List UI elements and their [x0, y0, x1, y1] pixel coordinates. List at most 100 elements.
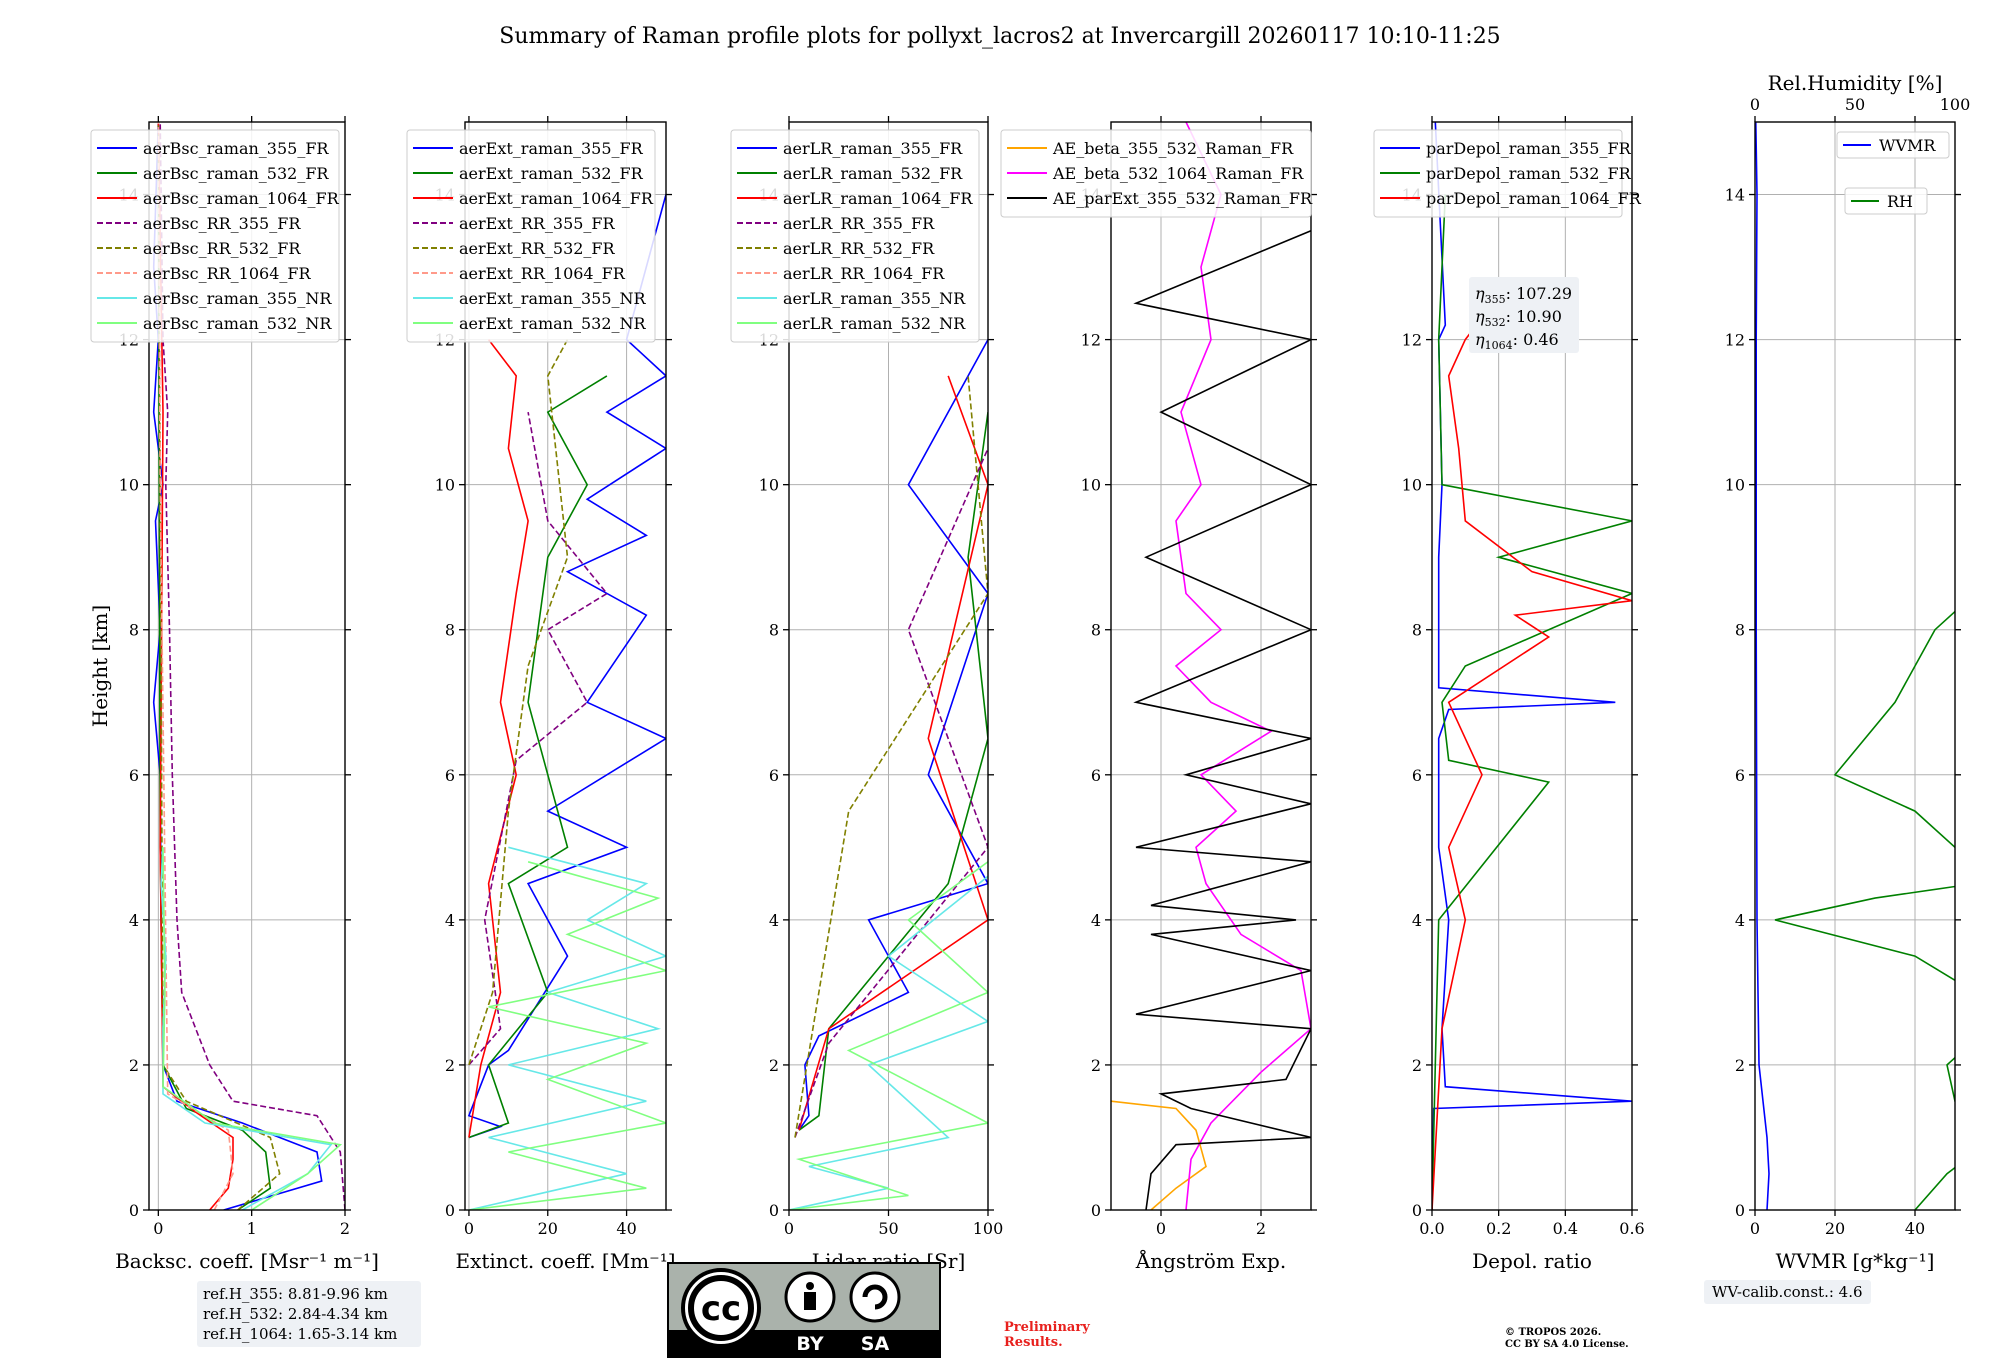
series-line-wvmr: [1755, 122, 1770, 1210]
legend-box: [1000, 129, 1312, 218]
legend-label: AE_parExt_355_532_Raman_FR: [1052, 189, 1313, 208]
legend-label: aerLR_raman_1064_FR: [783, 189, 973, 208]
legend-label: aerBsc_RR_532_FR: [143, 239, 301, 258]
y-tick-label: 6: [1412, 766, 1422, 785]
legend-box: [1844, 187, 1928, 215]
legend-label: AE_beta_532_1064_Raman_FR: [1052, 164, 1304, 183]
x-tick-label: 2: [1256, 1219, 1266, 1238]
series-line-aerbsc-raman-532-nr: [162, 847, 343, 1210]
x-axis-label: Backsc. coeff. [Msr⁻¹ m⁻¹]: [115, 1249, 379, 1273]
eta-annotation-532: η532: 10.90: [1475, 307, 1562, 329]
legend-box: [90, 129, 340, 343]
top-x-tick-label: 0: [1750, 95, 1760, 114]
legend-label: AE_beta_355_532_Raman_FR: [1052, 139, 1294, 158]
axes-frame: [1110, 121, 1312, 1211]
y-tick-label: 6: [769, 766, 779, 785]
x-tick-label: 0.0: [1419, 1219, 1444, 1238]
series-line-aerbsc-raman-532-fr: [157, 122, 272, 1210]
x-tick-label: 2: [340, 1219, 350, 1238]
cc-inner-ring: [688, 1275, 754, 1341]
y-tick-label: 2: [1091, 1056, 1101, 1075]
legend-box: [1836, 131, 1950, 159]
x-axis-label: Extinct. coeff. [Mm⁻¹]: [455, 1249, 675, 1273]
share-alike-arrow-shape: [862, 1284, 888, 1310]
legend: aerLR_raman_355_FR aerLR_raman_532_FR aerL…: [730, 129, 980, 343]
panel-depolarization: 0.00.20.40.602468101214Depol. ratioparDe…: [1373, 116, 1645, 1273]
y-tick-label: 4: [1412, 911, 1422, 930]
x-tick-label: 20: [538, 1219, 558, 1238]
series-line-pardepol-raman-1064-fr: [1432, 295, 1632, 1210]
x-axis-label: WVMR [g*kg⁻¹]: [1776, 1249, 1935, 1273]
x-tick-label: 100: [973, 1219, 1004, 1238]
cc-license-badge: cc BY SA: [667, 1262, 941, 1358]
y-tick-label: 10: [1725, 476, 1745, 495]
cc-sa-label: SA: [861, 1333, 890, 1355]
series-line-aerext-raman-532-fr: [468, 375, 608, 1139]
legend-label: aerLR_raman_355_NR: [783, 289, 966, 308]
preliminary-line-2: Results.: [1004, 1335, 1063, 1350]
y-tick-label: 8: [1735, 621, 1745, 640]
x-tick-label: 0.2: [1486, 1219, 1511, 1238]
y-tick-label: 12: [1081, 331, 1101, 350]
legend-label: aerBsc_RR_355_FR: [143, 214, 301, 233]
eta-annotation-1064: η1064: 0.46: [1475, 330, 1559, 352]
x-tick-label: 0: [153, 1219, 163, 1238]
top-x-axis-label: Rel.Humidity [%]: [1768, 71, 1943, 95]
legend: aerExt_raman_355_FR aerExt_raman_532_FRae…: [406, 129, 656, 343]
series-line-aerbsc-rr-355-fr: [159, 122, 345, 1210]
legend-box: [730, 129, 980, 343]
y-tick-label: 4: [769, 911, 779, 930]
legend-label: aerBsc_raman_355_NR: [143, 289, 332, 308]
x-axis-label: Depol. ratio: [1472, 1249, 1592, 1273]
y-tick-label: 0: [445, 1201, 455, 1220]
panel-backscatter: 01202468101214Backsc. coeff. [Msr⁻¹ m⁻¹]…: [88, 116, 379, 1273]
cc-badge-graphic: cc BY SA: [669, 1264, 939, 1356]
legend-label: aerLR_raman_532_FR: [783, 164, 963, 183]
legend-label: aerBsc_RR_1064_FR: [143, 264, 312, 283]
series-line-aerbsc-raman-355-nr: [160, 847, 333, 1210]
legend-label: aerExt_RR_532_FR: [459, 239, 616, 258]
series-line-ae-beta-355-532-raman-fr: [1111, 1100, 1207, 1210]
legend-label: aerLR_RR_1064_FR: [783, 264, 945, 283]
x-tick-label: 20: [1825, 1219, 1845, 1238]
x-tick-label: 40: [1905, 1219, 1925, 1238]
copyright-note: © TROPOS 2026. CC BY SA 4.0 License.: [1505, 1327, 1629, 1351]
series-line-aerbsc-raman-1064-fr: [157, 122, 234, 1210]
cc-logo-text: cc: [701, 1289, 741, 1329]
top-x-tick-label: 100: [1940, 95, 1971, 114]
panel-angstrom: 0202468101214Ångström Exp.AE_beta_355_53…: [1000, 116, 1317, 1273]
series-line-aerext-raman-532-nr: [468, 861, 666, 1210]
legend: WVMR RH: [1836, 131, 1950, 215]
y-tick-label: 4: [129, 911, 139, 930]
legend-label: aerBsc_raman_355_FR: [143, 139, 329, 158]
y-tick-label: 10: [119, 476, 139, 495]
series-line-aerlr-raman-532-nr: [789, 861, 988, 1210]
x-tick-label: 0: [464, 1219, 474, 1238]
series-group: [467, 194, 666, 1210]
y-tick-label: 12: [1725, 331, 1745, 350]
eta-annotation-355: η355: 107.29: [1475, 284, 1572, 306]
figure-title: Summary of Raman profile plots for polly…: [499, 24, 1500, 49]
series-line-aerlr-rr-532-fr: [794, 375, 988, 1138]
y-tick-label: 10: [435, 476, 455, 495]
series-line-aerext-raman-355-fr: [467, 194, 666, 1139]
x-tick-label: 40: [616, 1219, 636, 1238]
axes-frame: [1431, 121, 1633, 1211]
y-tick-label: 4: [1091, 911, 1101, 930]
series-group: [152, 122, 345, 1210]
legend-label: RH: [1887, 192, 1913, 211]
legend-label: WVMR: [1879, 136, 1936, 155]
axes-frame: [1754, 121, 1956, 1211]
top-x-tick-label: 50: [1845, 95, 1865, 114]
series-line-aerbsc-rr-532-fr: [157, 122, 281, 1210]
y-tick-label: 8: [1091, 621, 1101, 640]
legend-label: aerLR_RR_355_FR: [783, 214, 935, 233]
person-body-shape: [804, 1292, 816, 1310]
legend-label: parDepol_raman_532_FR: [1426, 164, 1632, 183]
preliminary-line-1: Preliminary: [1004, 1320, 1090, 1335]
legend-label: aerLR_raman_532_NR: [783, 314, 966, 333]
y-tick-label: 12: [1402, 331, 1422, 350]
series-line-aerlr-raman-1064-fr: [798, 375, 988, 1131]
y-tick-label: 0: [1091, 1201, 1101, 1220]
